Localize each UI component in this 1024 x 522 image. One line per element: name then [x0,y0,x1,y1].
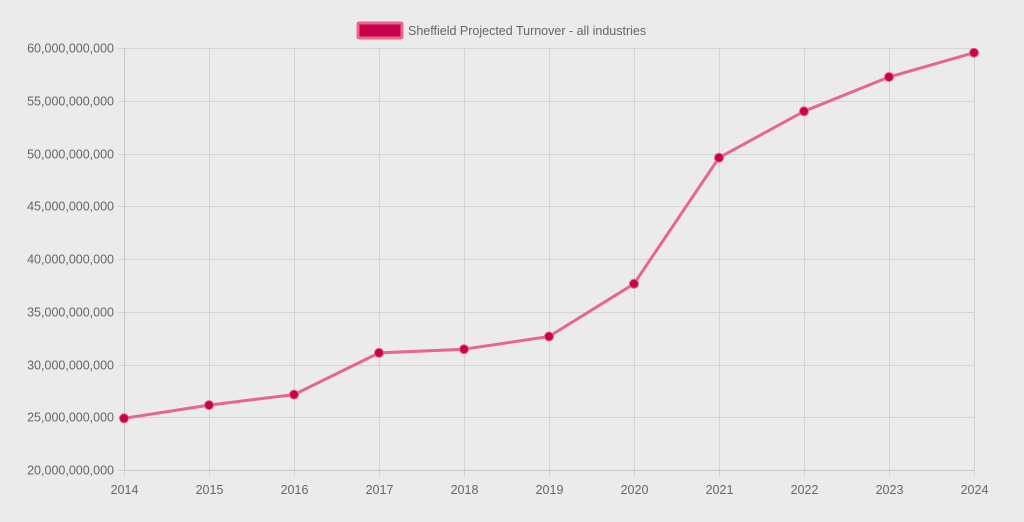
data-point[interactable] [459,344,469,355]
data-point[interactable] [969,47,979,58]
data-point[interactable] [884,72,894,82]
x-tick-label: 2017 [366,483,394,497]
data-point[interactable] [119,413,129,424]
x-axis-ticks: 2014 2015 2016 2017 2018 2019 2020 2021 2022 2023… [111,483,989,497]
legend-label[interactable]: Sheffield Projected Turnover - all indus… [408,24,646,38]
data-point[interactable] [629,278,639,289]
data-point[interactable] [714,152,724,163]
y-axis-ticks: 20,000,000,000 25,000,000,000 30,000,000,0… [27,42,114,478]
legend-swatch[interactable] [356,21,404,40]
y-tick-label: 25,000,000,000 [27,411,114,425]
x-gridlines [124,48,975,476]
y-tick-label: 30,000,000,000 [27,359,114,373]
x-tick-label: 2018 [451,483,479,497]
axes [124,48,974,471]
legend[interactable]: Sheffield Projected Turnover - all indus… [356,21,646,40]
y-gridlines [118,48,974,471]
data-point[interactable] [799,106,809,117]
y-tick-label: 55,000,000,000 [27,95,114,109]
y-tick-label: 50,000,000,000 [27,148,114,162]
y-tick-label: 20,000,000,000 [27,464,114,478]
x-tick-label: 2023 [876,483,904,497]
data-point[interactable] [374,347,384,358]
y-tick-label: 40,000,000,000 [27,253,114,267]
x-tick-label: 2022 [791,483,819,497]
x-tick-label: 2021 [706,483,734,497]
y-tick-label: 60,000,000,000 [27,42,114,56]
x-tick-label: 2014 [111,483,139,497]
data-point[interactable] [289,389,299,400]
x-tick-label: 2016 [281,483,309,497]
series-layer [119,47,979,424]
x-tick-label: 2015 [196,483,224,497]
y-tick-label: 45,000,000,000 [27,200,114,214]
y-tick-label: 35,000,000,000 [27,306,114,320]
data-point[interactable] [544,331,554,342]
x-tick-label: 2020 [621,483,649,497]
x-tick-label: 2024 [961,483,989,497]
data-point[interactable] [204,400,214,411]
x-tick-label: 2019 [536,483,564,497]
